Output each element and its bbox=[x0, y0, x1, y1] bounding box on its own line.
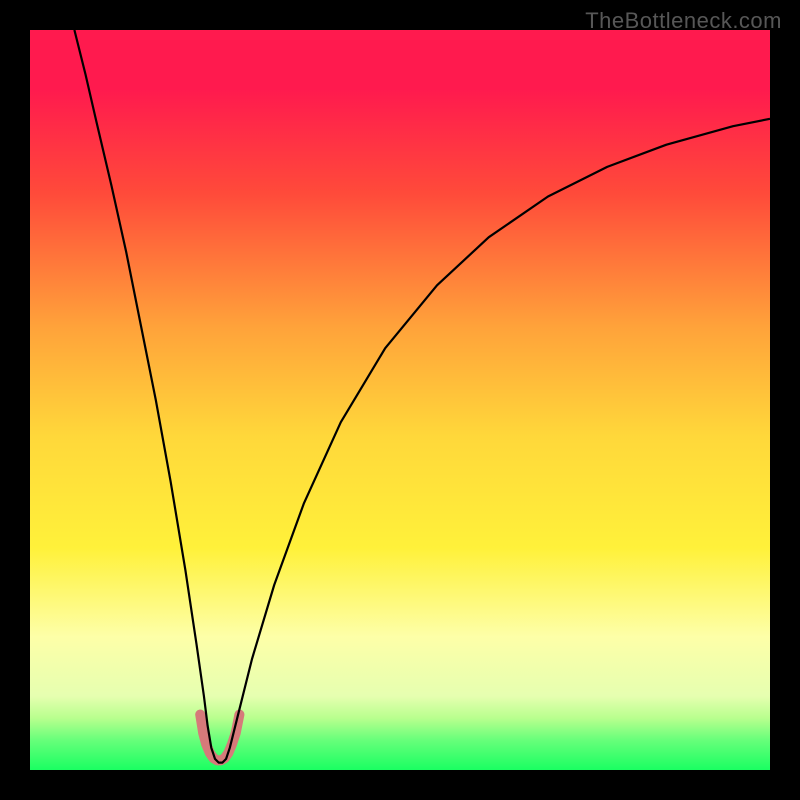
chart-gradient-background bbox=[30, 30, 770, 770]
bottleneck-chart bbox=[0, 0, 800, 800]
chart-container: TheBottleneck.com bbox=[0, 0, 800, 800]
watermark-text: TheBottleneck.com bbox=[585, 8, 782, 34]
